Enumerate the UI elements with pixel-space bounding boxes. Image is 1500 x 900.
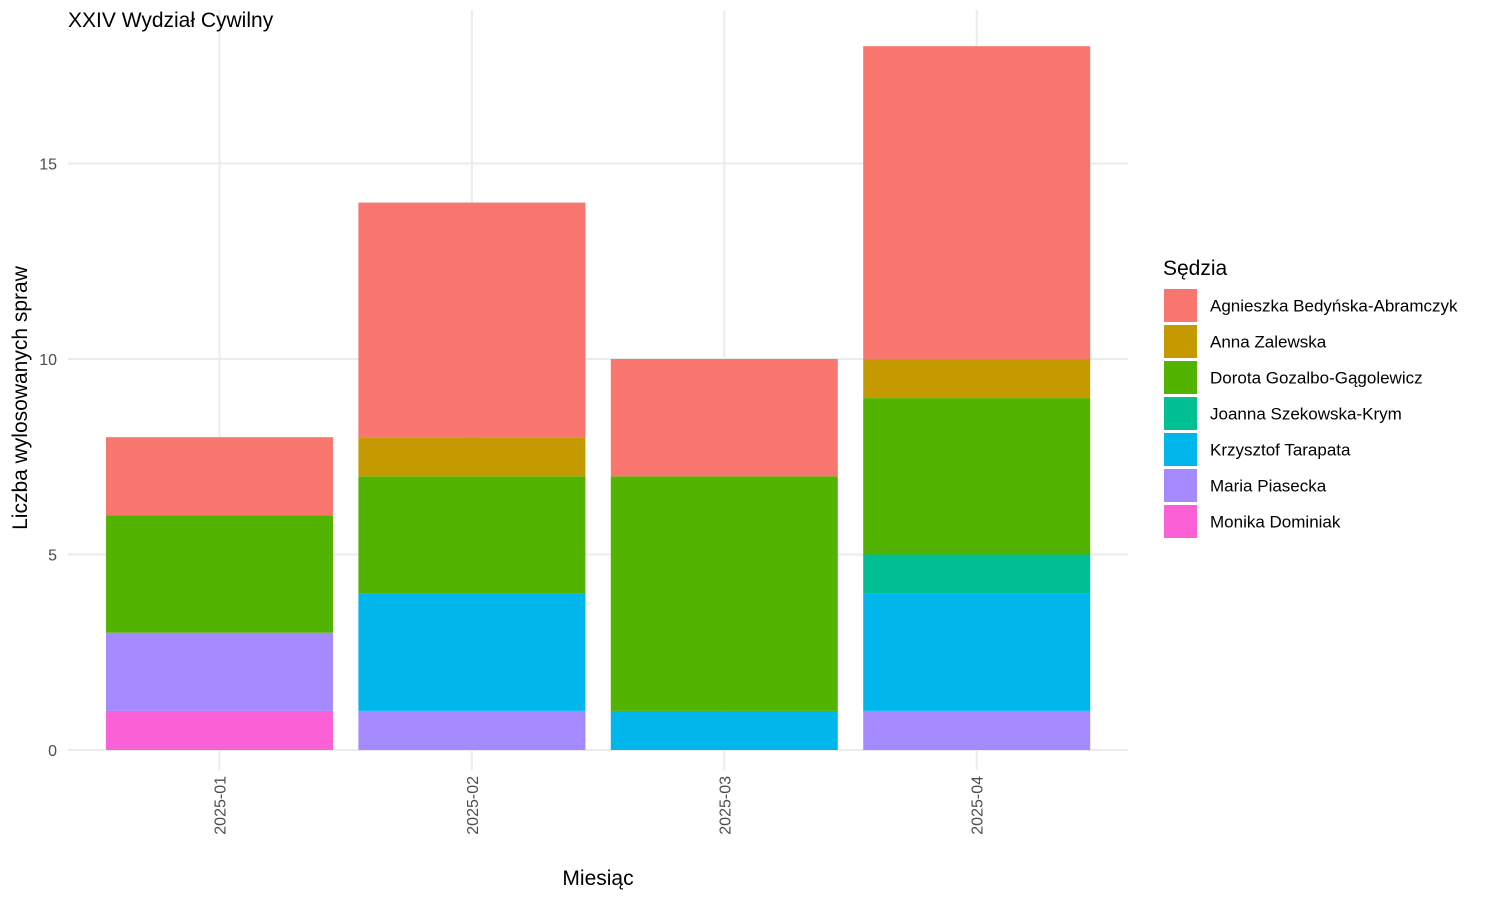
bar-segment <box>863 398 1091 555</box>
bar-segment <box>610 710 838 750</box>
bar-segment <box>358 593 586 711</box>
legend: Sędzia Agnieszka Bedyńska-Abramczyk Anna … <box>1163 257 1458 538</box>
x-tick-label: 2025-02 <box>465 776 482 835</box>
bar-segment <box>358 437 586 477</box>
legend-label: Dorota Gozalbo-Gągolewicz <box>1210 369 1423 388</box>
bar-segment <box>863 710 1091 750</box>
x-tick-label: 2025-03 <box>717 776 734 835</box>
bar-segment <box>610 359 838 477</box>
x-axis-ticks: 2025-01 2025-02 2025-03 2025-04 <box>213 776 987 835</box>
legend-label: Krzysztof Tarapata <box>1210 441 1351 460</box>
bar-segment <box>358 476 586 594</box>
bar-segment <box>106 515 333 633</box>
legend-label: Anna Zalewska <box>1210 333 1327 352</box>
y-tick-label: 0 <box>48 743 57 760</box>
y-axis-ticks: 0 5 10 15 <box>39 157 57 761</box>
legend-label: Monika Dominiak <box>1210 513 1341 532</box>
y-tick-label: 15 <box>39 157 57 174</box>
x-axis-title: Miesiąc <box>562 867 633 890</box>
legend-key <box>1164 433 1197 466</box>
legend-key <box>1164 325 1197 358</box>
bar-segment <box>106 710 333 750</box>
x-tick-label: 2025-01 <box>213 776 230 835</box>
legend-key <box>1164 361 1197 394</box>
y-tick-label: 5 <box>48 548 57 565</box>
legend-label: Joanna Szekowska-Krym <box>1210 405 1402 424</box>
x-tick-label: 2025-04 <box>970 776 987 835</box>
bars <box>106 46 1091 750</box>
legend-title: Sędzia <box>1163 257 1228 280</box>
legend-label: Agnieszka Bedyńska-Abramczyk <box>1210 297 1458 316</box>
bar-segment <box>863 554 1091 594</box>
bar-segment <box>863 593 1091 711</box>
legend-key <box>1164 505 1197 538</box>
y-axis-title: Liczba wylosowanych spraw <box>9 265 32 530</box>
bar-segment <box>863 46 1091 359</box>
y-tick-label: 10 <box>39 352 57 369</box>
bar-segment <box>863 359 1091 399</box>
bar-segment <box>610 476 838 711</box>
legend-key <box>1164 289 1197 322</box>
bar-segment <box>106 632 333 711</box>
legend-key <box>1164 397 1197 430</box>
legend-key <box>1164 469 1197 502</box>
bar-segment <box>358 202 586 438</box>
legend-label: Maria Piasecka <box>1210 477 1327 496</box>
bar-segment <box>106 437 333 516</box>
bar-segment <box>358 710 586 750</box>
chart-title: XXIV Wydział Cywilny <box>68 9 274 32</box>
